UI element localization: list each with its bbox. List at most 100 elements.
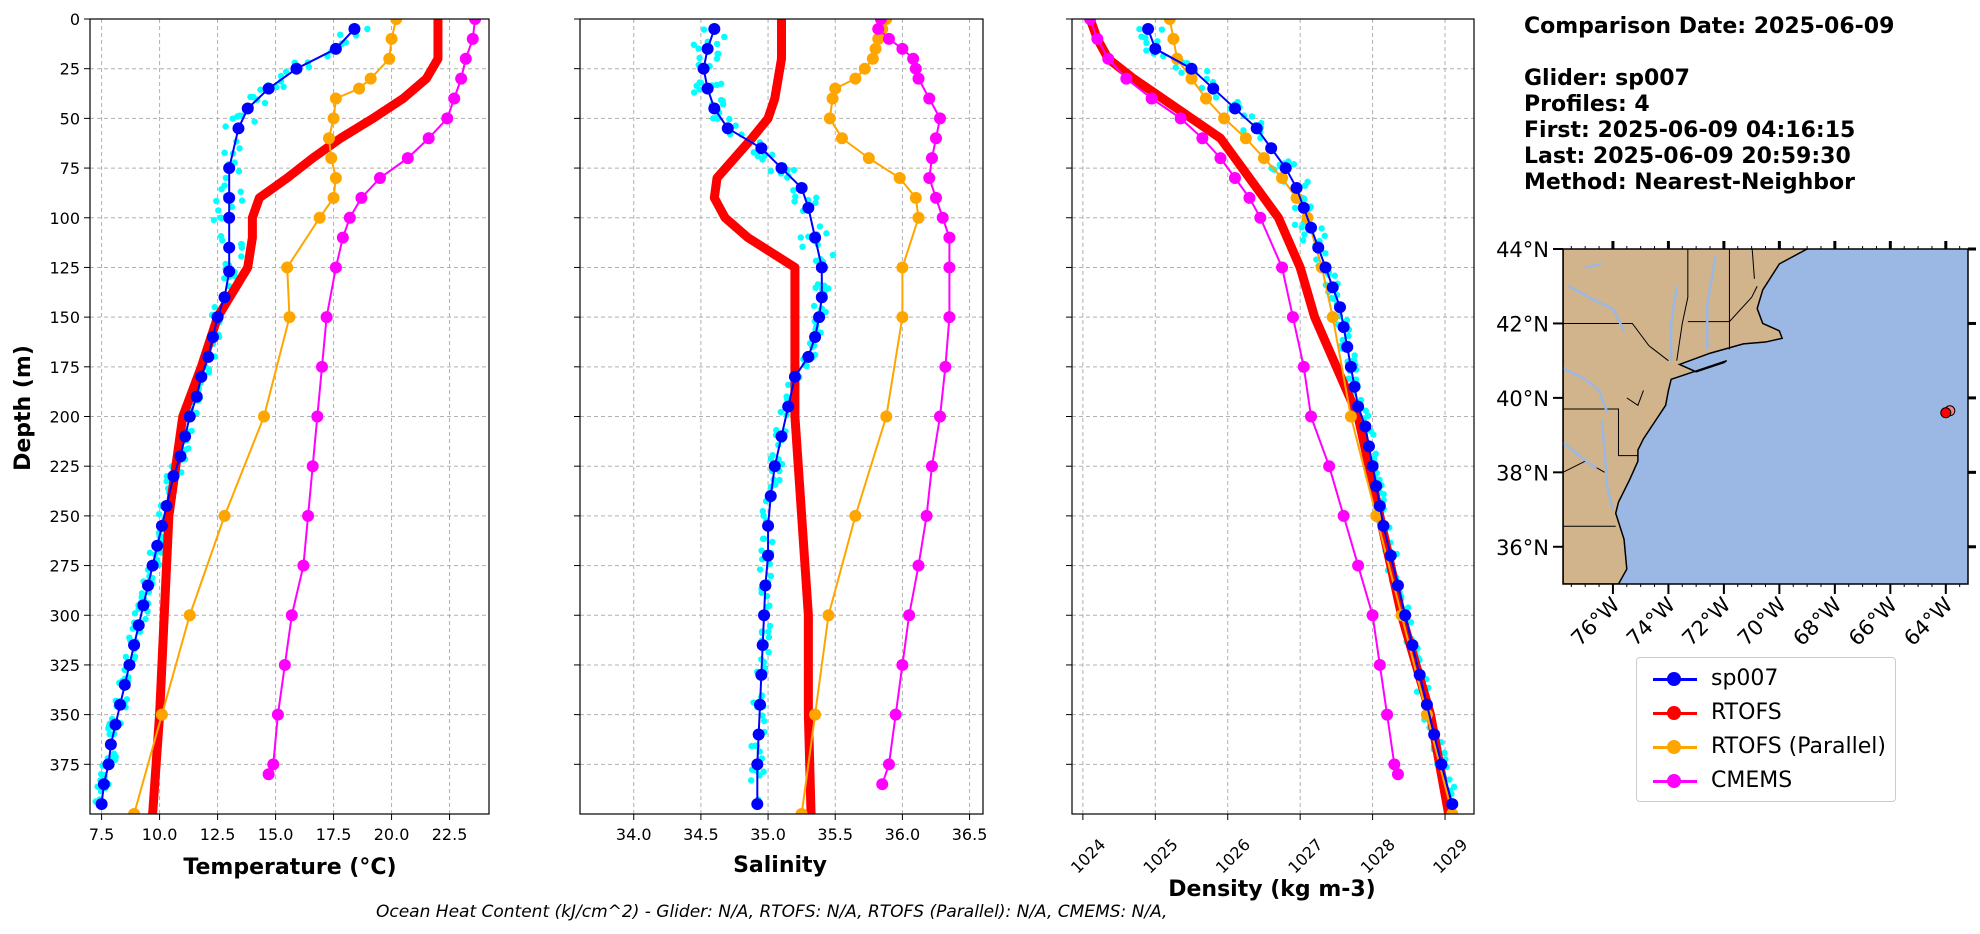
rtofs-parallel--point [1344,410,1357,423]
ocean-heat-content-footer: Ocean Heat Content (kJ/cm^2) - Glider: N… [376,902,1168,922]
sp007-point [179,430,192,443]
sp007-point [1149,42,1162,55]
rtofs-parallel--point [183,609,196,622]
rtofs-parallel--point [893,172,906,184]
rtofs-parallel--point [1446,808,1459,814]
glider-raw-point [713,40,721,48]
glider-raw-point [1339,336,1346,344]
sp007-point [206,331,219,343]
cmems-point [262,768,275,781]
glider-raw-point [1172,64,1179,71]
sp007-point [223,241,236,254]
glider-raw-point [1313,256,1320,263]
cmems-point [1254,211,1267,224]
cmems-point [1366,609,1379,622]
axes-frame [1071,18,1475,815]
state-border [1676,249,1689,361]
rtofs-parallel--point [1257,152,1270,165]
glider-raw-point [1301,231,1308,238]
glider-raw-point [1318,225,1325,232]
sp007-point [701,42,714,55]
sp007-point [754,698,767,711]
glider-raw-point [1203,68,1211,75]
sp007-point [815,261,828,274]
glider-raw-point [715,50,722,58]
cmems-point [923,172,936,184]
rtofs-parallel--point [1276,172,1289,184]
cmems-point [1228,172,1241,184]
rtofs-parallel--point [849,509,862,522]
glider-raw-point [222,123,229,130]
glider-raw-point [1301,182,1309,189]
rtofs-parallel--point [835,132,848,145]
comparison-info: Comparison Date: 2025-06-09 Glider: sp00… [1524,14,1894,196]
cmems-point [1352,559,1365,572]
sp007-point [762,549,775,562]
cmems-point [306,460,319,473]
sp007-point [788,370,801,383]
x-tick-label: 22.5 [432,825,468,844]
sp007-point [211,311,224,324]
rtofs-parallel--point [1167,32,1180,45]
sp007-point [1391,579,1404,592]
sp007-point [775,430,788,443]
rtofs-point [1159,95,1166,102]
glider-raw-point [221,275,228,282]
glider-raw-point [791,198,798,205]
glider-raw-point [247,93,254,101]
glider-raw-point [280,83,287,91]
y-tick-label: 200 [49,408,80,427]
sp007-point [1373,499,1386,512]
sp007-point [758,609,771,622]
x-tick-label: 35.0 [750,825,786,844]
rtofs-line [148,19,443,814]
glider-raw-point [1413,688,1421,695]
sp007-point [167,470,180,483]
sp007-point [1399,609,1412,622]
rtofs-parallel--point [325,152,338,165]
x-tick-label: 20.0 [374,825,410,844]
glider-raw-point [222,260,229,268]
glider-raw-point [726,115,733,123]
rtofs-parallel--point [281,261,294,274]
glider-raw-point [759,535,767,543]
glider-raw-point [163,478,170,485]
cmems-point [925,460,938,473]
rtofs-parallel--point [1239,132,1252,145]
sp007-point [756,639,769,652]
last-profile-time: Last: 2025-06-09 20:59:30 [1524,144,1851,169]
y-tick-label: 300 [49,606,80,625]
sp007-point [751,798,764,811]
lon-label: 74°W [1622,592,1680,650]
glider-raw-point [1291,221,1299,229]
cmems-point [1120,72,1133,85]
rtofs-parallel--point [822,609,835,622]
sp007-point [155,519,168,532]
rtofs-point [731,155,738,162]
grid [1072,18,1474,814]
glider-position-marker [1940,407,1952,419]
rtofs-parallel--point [329,172,342,184]
rtofs-point [249,234,256,241]
rtofs-point [249,214,256,221]
legend-marker [1667,740,1681,754]
rtofs-point [722,214,729,221]
cmems-point [401,152,414,165]
cmems-point [936,211,949,224]
x-tick-label: 7.5 [89,825,114,844]
rtofs-parallel--point [327,112,340,125]
state-border [1626,390,1644,407]
sp007-point [132,619,145,632]
sp007-point [708,102,721,115]
glider-raw-point [825,285,832,292]
glider-raw-point [792,193,799,200]
glider-raw-point [1298,224,1305,231]
rtofs-point [778,55,785,62]
y-tick-label: 50 [60,109,80,128]
sp007-point [195,370,208,383]
glider-raw-point [769,538,776,546]
glider-raw-point [146,549,154,556]
x-tick-label: 10.0 [142,825,178,844]
rtofs-parallel--point [1218,112,1231,125]
sp007-point [1362,440,1375,453]
